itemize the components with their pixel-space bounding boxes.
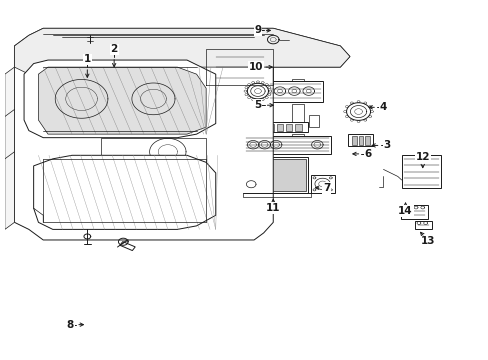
Polygon shape — [5, 67, 15, 229]
Bar — [215, 90, 225, 95]
Bar — [308, 115, 318, 127]
Text: 7: 7 — [323, 183, 330, 193]
Text: 5: 5 — [254, 100, 261, 110]
Bar — [358, 136, 363, 145]
Bar — [234, 90, 244, 95]
Text: 12: 12 — [415, 152, 429, 162]
Bar — [249, 123, 256, 131]
Bar — [234, 76, 244, 81]
Bar — [308, 90, 318, 102]
Polygon shape — [39, 67, 206, 134]
Bar — [120, 242, 135, 251]
Bar — [292, 104, 304, 123]
Bar — [347, 134, 372, 146]
Bar — [87, 34, 93, 41]
Bar — [245, 81, 323, 102]
Bar — [308, 142, 318, 152]
Bar — [351, 136, 356, 145]
Bar — [258, 123, 264, 131]
Text: 4: 4 — [379, 102, 386, 112]
Bar — [247, 159, 305, 191]
Text: 6: 6 — [364, 149, 371, 159]
Bar — [268, 55, 287, 64]
Bar — [245, 157, 307, 193]
Polygon shape — [15, 28, 349, 74]
Bar — [365, 136, 369, 145]
Bar — [285, 123, 292, 131]
Text: 8: 8 — [66, 320, 74, 330]
Text: 9: 9 — [254, 26, 261, 35]
Bar — [294, 123, 301, 131]
Bar — [292, 134, 304, 148]
Text: 10: 10 — [248, 62, 263, 72]
Polygon shape — [34, 155, 215, 229]
Text: 14: 14 — [397, 206, 412, 216]
Bar — [276, 123, 283, 131]
Bar — [244, 136, 330, 154]
Text: 11: 11 — [265, 203, 280, 213]
Bar — [310, 175, 334, 193]
Polygon shape — [24, 60, 215, 138]
Text: 1: 1 — [83, 54, 91, 64]
Bar — [292, 159, 304, 173]
Bar — [292, 80, 304, 99]
Bar — [400, 205, 427, 219]
Polygon shape — [15, 28, 349, 240]
Bar — [245, 122, 307, 132]
Text: 3: 3 — [383, 140, 390, 150]
Bar — [401, 155, 440, 189]
Bar — [267, 123, 274, 131]
Bar — [215, 76, 225, 81]
Bar — [414, 221, 431, 229]
Bar — [234, 53, 258, 64]
Text: 13: 13 — [420, 237, 435, 246]
Bar — [267, 38, 286, 48]
Text: 2: 2 — [110, 45, 118, 54]
